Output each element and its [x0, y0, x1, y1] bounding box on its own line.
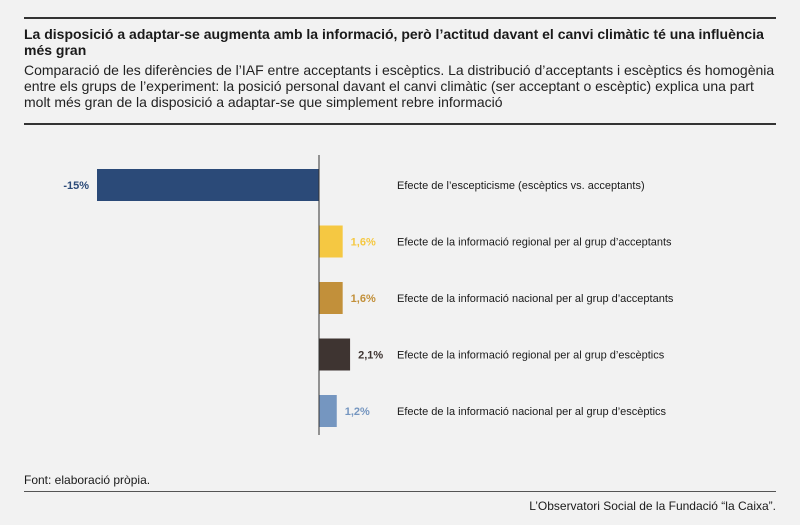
chart-area: -15% Efecte de l’escepticisme (escèptics … — [63, 155, 674, 435]
bar-3 — [319, 282, 343, 314]
value-label-3: 1,6% — [351, 293, 376, 305]
credit-note: L’Observatori Social de la Fundació “la … — [529, 499, 776, 513]
footer-rule — [24, 491, 776, 492]
top-rule — [24, 17, 776, 19]
bar-2 — [319, 225, 343, 258]
value-label-1: -15% — [63, 180, 89, 192]
value-label-4: 2,1% — [358, 350, 383, 362]
category-label-2: Efecte de la informació regional per al … — [397, 237, 672, 249]
value-label-5: 1,2% — [345, 406, 370, 418]
category-label-5: Efecte de la informació nacional per al … — [397, 406, 667, 418]
bar-1 — [97, 169, 319, 201]
bar-5 — [319, 395, 337, 427]
chart-subtitle: Comparació de les diferències de l’IAF e… — [24, 62, 775, 110]
category-label-4: Efecte de la informació regional per al … — [397, 350, 665, 362]
category-label-1: Efecte de l’escepticisme (escèptics vs. … — [397, 180, 645, 192]
source-note: Font: elaboració pròpia. — [24, 473, 151, 487]
value-label-2: 1,6% — [351, 237, 376, 249]
category-label-3: Efecte de la informació nacional per al … — [397, 293, 674, 305]
bar-4 — [319, 338, 351, 371]
chart-title: La disposició a adaptar-se augmenta amb … — [24, 26, 764, 58]
header-rule — [24, 123, 776, 125]
